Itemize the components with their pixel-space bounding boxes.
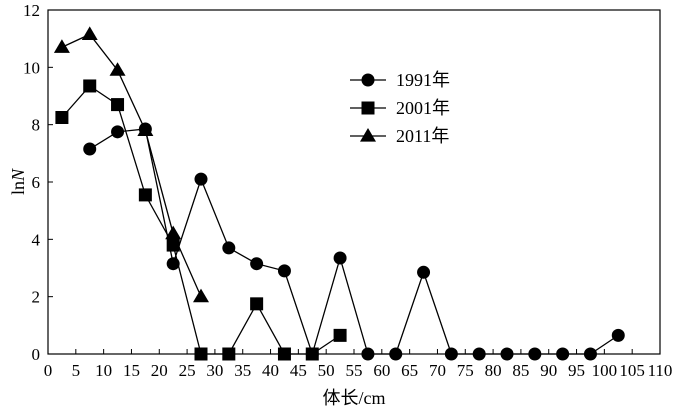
data-point [111, 125, 125, 139]
x-tick-label: 75 [457, 361, 474, 380]
data-point [583, 347, 597, 361]
data-point [166, 257, 180, 271]
series-layer [53, 26, 625, 361]
data-point [194, 172, 208, 186]
x-tick-label: 15 [123, 361, 140, 380]
series-line [61, 33, 202, 297]
legend-entry: 2011年 [350, 126, 449, 146]
data-point [444, 347, 458, 361]
legend-marker [361, 101, 375, 115]
data-point [556, 347, 570, 361]
data-point [277, 347, 291, 361]
y-tick-label: 2 [32, 288, 41, 307]
data-point [137, 122, 154, 136]
x-tick-label: 0 [44, 361, 53, 380]
legend-entry: 1991年 [350, 70, 450, 90]
data-point [83, 79, 97, 93]
series-circle [83, 122, 625, 361]
x-tick-label: 60 [373, 361, 390, 380]
y-axis-title-prefix: ln [8, 181, 28, 195]
x-tick-label: 70 [429, 361, 446, 380]
y-tick-label: 12 [23, 1, 40, 20]
x-tick-label: 95 [568, 361, 585, 380]
data-point [611, 328, 625, 342]
data-point [111, 98, 125, 112]
x-axis-title: 体长/cm [323, 388, 386, 408]
x-tick-label: 35 [234, 361, 251, 380]
y-tick-label: 6 [32, 173, 41, 192]
y-tick-label: 0 [32, 345, 41, 364]
data-point [222, 347, 236, 361]
legend-label: 2011年 [396, 126, 449, 146]
data-point [250, 257, 264, 271]
data-point [250, 297, 264, 311]
data-point [81, 26, 98, 40]
legend-marker [361, 73, 375, 87]
legend-label: 2001年 [396, 98, 450, 118]
x-tick-label: 105 [619, 361, 645, 380]
y-axis-title: lnN [8, 168, 28, 195]
x-tick-label: 85 [512, 361, 529, 380]
x-tick-label: 55 [346, 361, 363, 380]
x-tick-label: 100 [592, 361, 618, 380]
series-triangle [53, 26, 209, 303]
x-tick-label: 90 [540, 361, 557, 380]
y-tick-label: 4 [32, 230, 41, 249]
data-point [109, 62, 126, 76]
y-tick-label: 10 [23, 58, 40, 77]
data-point [194, 347, 208, 361]
x-tick-label: 10 [95, 361, 112, 380]
legend-marker [360, 128, 376, 142]
series-square [55, 79, 347, 361]
data-point [500, 347, 514, 361]
x-tick-label: 5 [72, 361, 81, 380]
data-point [138, 188, 152, 202]
data-point [472, 347, 486, 361]
data-point [417, 265, 431, 279]
x-tick-label: 40 [262, 361, 279, 380]
x-tick-label: 25 [179, 361, 196, 380]
data-point [53, 39, 70, 53]
legend-entry: 2001年 [350, 98, 450, 118]
data-point [55, 111, 69, 124]
x-tick-label: 80 [485, 361, 502, 380]
data-point [361, 347, 375, 361]
x-tick-label: 30 [206, 361, 223, 380]
data-point [333, 251, 347, 265]
x-tick-label: 45 [290, 361, 307, 380]
data-point [222, 241, 236, 255]
x-tick-label: 20 [151, 361, 168, 380]
data-point [389, 347, 403, 361]
x-tick-label: 110 [648, 361, 673, 380]
legend-label: 1991年 [396, 70, 450, 90]
data-point [305, 347, 319, 361]
data-point [277, 264, 291, 278]
y-axis-title-var: N [8, 168, 28, 182]
x-tick-label: 50 [318, 361, 335, 380]
y-tick-label: 8 [32, 116, 41, 135]
data-point [333, 328, 347, 342]
axes: 0 5 10 15 20 25 30 35 40 45 50 55 60 65 70 75 80 85 90 95 10… [23, 1, 672, 380]
x-tick-label: 65 [401, 361, 418, 380]
data-point [165, 225, 182, 240]
data-point [528, 347, 542, 361]
data-point [193, 288, 209, 303]
plot-frame [47, 9, 661, 355]
legend: 1991年 2001年 2011年 [350, 70, 450, 146]
data-point [83, 142, 97, 156]
